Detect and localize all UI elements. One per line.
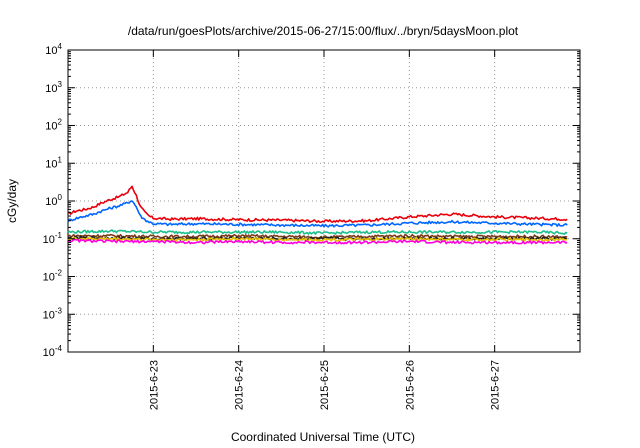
y-tick-label: 10-1 (43, 231, 63, 246)
series-line (67, 200, 568, 228)
y-tick-label: 100 (45, 193, 62, 208)
x-tick-label: 2015-6-25 (319, 360, 331, 410)
x-tick-label: 2015-6-23 (148, 360, 160, 410)
y-tick-label: 10-2 (43, 269, 63, 284)
chart-title: /data/run/goesPlots/archive/2015-06-27/1… (128, 24, 519, 38)
y-tick-label: 104 (45, 42, 62, 57)
x-tick-label: 2015-6-24 (234, 360, 246, 410)
y-tick-label: 101 (45, 155, 62, 170)
x-tick-label: 2015-6-26 (404, 360, 416, 410)
x-axis-label: Coordinated Universal Time (UTC) (231, 430, 415, 444)
y-tick-label: 10-3 (43, 306, 63, 321)
y-tick-label: 103 (45, 80, 62, 95)
series-line (67, 238, 568, 245)
x-axis-ticks: 2015-6-23 2015-6-24 2015-6-25 2015-6-26 2015… (148, 50, 502, 410)
series-layer (67, 185, 568, 245)
grid (68, 50, 580, 352)
series-line (67, 229, 568, 235)
x-tick-label: 2015-6-27 (490, 360, 502, 410)
series-line (67, 185, 568, 223)
y-axis-ticks: 10-4 10-3 10-2 10-1 100 101 102 103 104 (43, 42, 580, 359)
series-line (67, 235, 568, 241)
y-axis-label: cGy/day (5, 179, 19, 223)
y-tick-label: 10-4 (43, 344, 63, 359)
y-tick-label: 102 (45, 118, 62, 133)
